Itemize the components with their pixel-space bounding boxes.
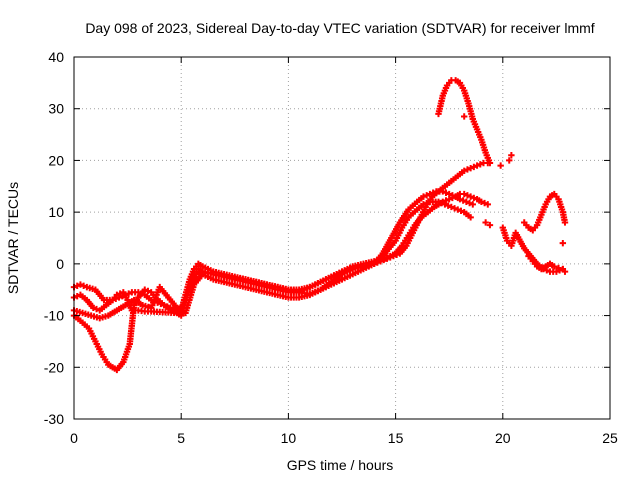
data-point-interp bbox=[93, 305, 100, 313]
data-point-interp bbox=[444, 202, 452, 209]
x-tick-label: 0 bbox=[70, 430, 78, 446]
data-point-interp bbox=[112, 295, 120, 302]
plot-frame bbox=[73, 56, 611, 420]
x-tick-label: 15 bbox=[388, 430, 404, 446]
data-point bbox=[506, 157, 513, 164]
data-point-interp bbox=[449, 192, 456, 199]
data-point-interp bbox=[196, 269, 203, 277]
data-point bbox=[461, 167, 468, 174]
data-point bbox=[454, 206, 461, 213]
data-point bbox=[193, 271, 200, 278]
x-tick-label: 5 bbox=[177, 430, 185, 446]
x-tick-label: 10 bbox=[281, 430, 297, 446]
data-series bbox=[70, 77, 569, 374]
data-point bbox=[551, 263, 558, 270]
data-point bbox=[135, 289, 142, 296]
y-tick-label: 40 bbox=[48, 49, 64, 65]
y-tick-label: -10 bbox=[44, 308, 64, 324]
y-tick-label: -30 bbox=[44, 411, 64, 427]
data-point bbox=[497, 162, 504, 169]
data-point bbox=[109, 296, 116, 304]
data-point bbox=[448, 203, 455, 211]
data-point-interp bbox=[138, 290, 145, 297]
data-point-interp bbox=[481, 199, 488, 207]
data-point bbox=[559, 265, 567, 273]
data-point-interp bbox=[477, 161, 484, 168]
data-point bbox=[122, 291, 129, 299]
data-point-interp bbox=[464, 192, 471, 199]
data-point bbox=[486, 221, 494, 229]
data-point-interp bbox=[380, 256, 388, 264]
data-point bbox=[420, 193, 427, 200]
data-point bbox=[486, 159, 494, 167]
data-point-interp bbox=[442, 189, 450, 196]
data-point bbox=[469, 201, 476, 208]
data-point-interp bbox=[157, 300, 165, 308]
axis-ticks: 0 5 10 15 20 25 -30 -20 -10 0 10 20 30 40 bbox=[44, 49, 618, 446]
grid bbox=[74, 57, 610, 419]
data-point bbox=[160, 302, 168, 309]
data-point bbox=[90, 304, 97, 312]
data-point-interp bbox=[119, 292, 126, 300]
data-point bbox=[555, 264, 562, 272]
y-tick-label: 10 bbox=[48, 204, 64, 220]
data-point bbox=[390, 252, 397, 260]
data-point-interp bbox=[74, 282, 81, 290]
data-point bbox=[115, 294, 123, 301]
data-point-interp bbox=[470, 194, 478, 202]
data-point bbox=[456, 196, 464, 203]
data-point-interp bbox=[125, 290, 132, 297]
data-point bbox=[383, 255, 391, 262]
data-point bbox=[508, 152, 515, 159]
data-point-interp bbox=[451, 205, 458, 212]
data-point-interp bbox=[80, 282, 87, 290]
y-tick-label: -20 bbox=[44, 359, 64, 375]
data-point-interp bbox=[459, 197, 467, 204]
y-axis-label: SDTVAR / TECUs bbox=[5, 182, 21, 294]
data-point-interp bbox=[464, 166, 471, 173]
data-point bbox=[561, 219, 569, 226]
data-point-interp bbox=[164, 303, 171, 310]
chart-title: Day 098 of 2023, Sidereal Day-to-day VTE… bbox=[85, 20, 594, 36]
x-axis-label: GPS time / hours bbox=[287, 457, 394, 473]
data-point-interp bbox=[387, 254, 394, 261]
data-point-interp bbox=[170, 305, 177, 313]
data-point bbox=[467, 214, 474, 221]
data-point bbox=[482, 219, 489, 226]
data-point-interp bbox=[144, 287, 152, 295]
data-point-interp bbox=[457, 207, 465, 215]
x-tick-label: 25 bbox=[602, 430, 618, 446]
y-tick-label: 30 bbox=[48, 101, 64, 117]
data-point-interp bbox=[423, 192, 430, 199]
data-point bbox=[167, 304, 174, 312]
data-point-interp bbox=[393, 251, 400, 259]
data-point-interp bbox=[429, 189, 437, 196]
data-point bbox=[439, 188, 446, 195]
data-point bbox=[553, 268, 560, 275]
data-point bbox=[77, 281, 84, 288]
data-point bbox=[461, 113, 468, 120]
data-point bbox=[559, 239, 567, 247]
data-point bbox=[467, 193, 474, 200]
data-point bbox=[463, 198, 470, 205]
data-point bbox=[426, 190, 434, 198]
data-point-interp bbox=[543, 267, 550, 274]
data-point bbox=[461, 190, 468, 198]
data-point-interp bbox=[438, 199, 445, 207]
data-point bbox=[484, 201, 491, 208]
x-tick-label: 20 bbox=[495, 430, 511, 446]
data-point-interp bbox=[470, 163, 478, 171]
data-point bbox=[473, 162, 481, 169]
y-tick-label: 0 bbox=[56, 256, 64, 272]
y-tick-label: 20 bbox=[48, 152, 64, 168]
data-point-interp bbox=[442, 197, 450, 204]
data-point bbox=[467, 164, 474, 172]
data-point-interp bbox=[466, 199, 473, 207]
data-point bbox=[446, 190, 453, 198]
data-point bbox=[435, 198, 442, 205]
data-point bbox=[441, 201, 449, 208]
data-point-interp bbox=[74, 292, 81, 300]
data-point bbox=[478, 198, 485, 205]
